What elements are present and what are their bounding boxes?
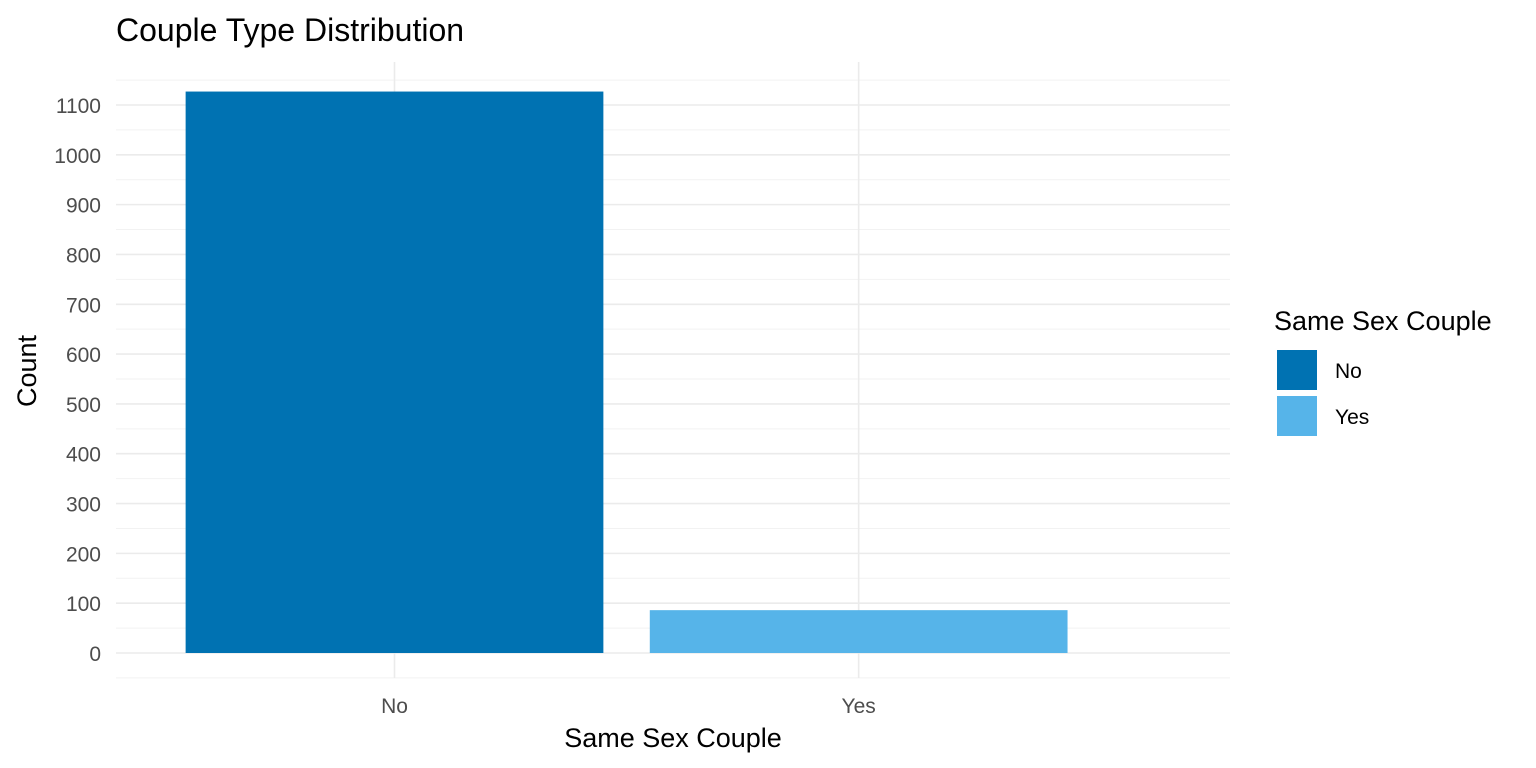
y-tick-label: 1000	[54, 145, 101, 168]
y-tick-label: 600	[66, 344, 101, 367]
x-tick-label: Yes	[842, 695, 876, 718]
legend-title: Same Sex Couple	[1274, 306, 1492, 336]
legend-label: No	[1335, 360, 1362, 383]
y-tick-label: 700	[66, 294, 101, 317]
chart-title: Couple Type Distribution	[116, 12, 464, 48]
legend-key-no	[1277, 350, 1317, 390]
y-tick-label: 800	[66, 244, 101, 267]
y-tick-label: 1100	[56, 95, 101, 118]
bar-no	[185, 91, 604, 654]
y-tick-label: 300	[66, 494, 101, 517]
x-axis-ticks: No Yes	[381, 695, 876, 718]
x-axis-title: Same Sex Couple	[564, 723, 782, 753]
y-axis-ticks: 0 100 200 300 400 500 600 700 800 900 1000 1100	[54, 95, 101, 666]
y-tick-label: 200	[66, 543, 101, 566]
y-tick-label: 500	[66, 394, 101, 417]
y-axis-title: Count	[12, 334, 42, 407]
bar-yes	[649, 610, 1068, 653]
legend-label: Yes	[1335, 406, 1369, 429]
y-tick-label: 900	[66, 195, 101, 218]
y-tick-label: 0	[89, 643, 101, 666]
bars	[185, 91, 1068, 654]
y-tick-label: 100	[66, 593, 101, 616]
legend: Same Sex Couple No Yes	[1274, 306, 1492, 436]
y-tick-label: 400	[66, 444, 101, 467]
x-tick-label: No	[381, 695, 408, 718]
legend-key-yes	[1277, 396, 1317, 436]
